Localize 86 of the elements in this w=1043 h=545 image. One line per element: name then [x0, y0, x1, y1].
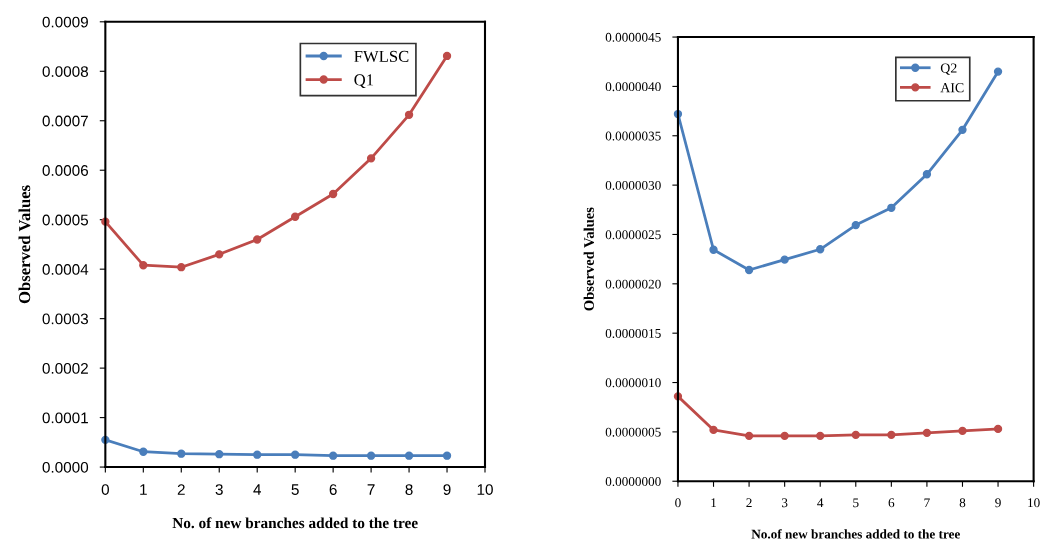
point [887, 430, 896, 440]
point [780, 255, 789, 264]
point [851, 430, 860, 440]
y-tick-label: 0.0000010 [605, 378, 661, 388]
x-tick-label: 7 [924, 498, 930, 508]
y-tick-label: 0.0002 [42, 362, 88, 374]
point [404, 110, 414, 119]
legend-label: FWLSC [354, 50, 409, 63]
point [993, 67, 1003, 76]
y-tick-label: 0.0004 [42, 264, 89, 275]
y-tick-label: 0.0000020 [605, 279, 661, 289]
point [328, 451, 338, 460]
x-tick-label: 2 [746, 498, 752, 508]
legend-label: AIC [940, 83, 964, 93]
point [253, 235, 262, 244]
y-tick-label: 0.0007 [42, 115, 88, 127]
point [291, 450, 300, 459]
point [253, 450, 262, 459]
y-axis-title: Observed Values [583, 207, 594, 311]
y-tick-label: 0.0001 [42, 412, 88, 424]
point [366, 154, 376, 163]
x-tick-label: 4 [817, 498, 824, 508]
point [780, 431, 789, 440]
point [744, 431, 754, 440]
x-tick-label: 5 [853, 498, 859, 508]
x-tick-label: 10 [1028, 498, 1040, 508]
point [215, 250, 224, 259]
y-tick-label: 0.0000 [42, 461, 89, 473]
point [139, 447, 148, 456]
y-tick-label: 0.0006 [42, 165, 89, 176]
x-tick-label: 3 [781, 498, 788, 508]
x-axis-title: No.of new branches added to the tree [751, 529, 960, 539]
y-tick-label: 0.0000015 [605, 328, 661, 338]
x-tick-label: 6 [888, 498, 895, 508]
x-tick-label: 8 [959, 498, 966, 508]
y-tick-label: 0.0000025 [605, 230, 661, 240]
x-tick-label: 1 [140, 484, 147, 495]
point [139, 261, 148, 270]
x-tick-label: 7 [367, 484, 375, 495]
x-tick-label: 4 [253, 484, 262, 495]
point [404, 451, 414, 460]
point [887, 203, 896, 212]
legend-label: Q1 [354, 74, 374, 89]
point [177, 263, 186, 272]
point [709, 245, 718, 254]
point [744, 265, 754, 275]
y-tick-label: 0.0000045 [605, 32, 661, 42]
x-tick-label: 1 [711, 498, 717, 508]
x-tick-label: 8 [405, 484, 413, 495]
x-tick-label: 2 [177, 484, 185, 495]
x-axis-title: No. of new branches added to the tree [172, 517, 418, 529]
point [177, 449, 186, 458]
x-tick-label: 6 [329, 484, 337, 495]
y-tick-label: 0.0000030 [605, 180, 661, 190]
x-tick-label: 0 [675, 498, 681, 508]
point [993, 424, 1003, 434]
point [366, 451, 376, 460]
y-tick-label: 0.0005 [42, 214, 89, 226]
x-tick-label: 3 [215, 484, 223, 495]
y-tick-label: 0.0000000 [605, 477, 661, 486]
point [958, 426, 967, 436]
y-tick-label: 0.0000035 [605, 131, 661, 141]
legend-label: Q2 [940, 63, 957, 75]
point [709, 425, 718, 435]
x-tick-label: 0 [101, 484, 109, 495]
point [816, 431, 825, 440]
x-tick-label: 9 [443, 484, 451, 495]
point [442, 451, 452, 460]
y-tick-label: 0.0000040 [605, 82, 661, 92]
point [215, 450, 224, 459]
y-tick-label: 0.0009 [42, 16, 88, 28]
y-tick-label: 0.0003 [42, 313, 89, 325]
y-tick-label: 0.0000005 [605, 427, 661, 437]
x-tick-label: 9 [995, 498, 1001, 508]
y-tick-label: 0.0008 [42, 66, 89, 77]
point [922, 170, 932, 179]
point [816, 245, 825, 254]
point [922, 428, 932, 438]
point [442, 51, 452, 61]
point [291, 212, 300, 221]
point [851, 220, 860, 230]
y-axis-title: Observed Values [18, 185, 31, 304]
point [328, 189, 338, 199]
x-tick-label: 10 [477, 484, 493, 495]
x-tick-label: 5 [291, 484, 299, 495]
point [958, 125, 967, 135]
